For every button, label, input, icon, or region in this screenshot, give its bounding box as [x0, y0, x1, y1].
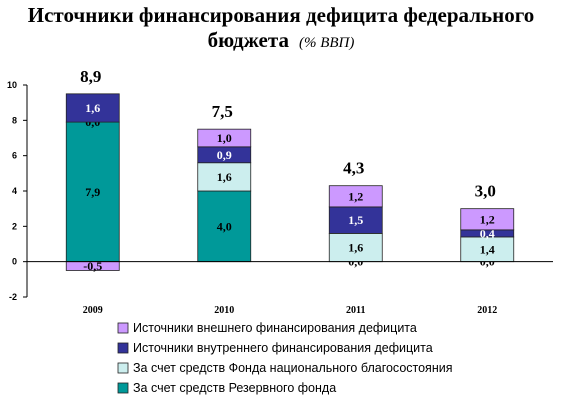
y-tick-label: 2 [12, 221, 17, 231]
y-tick-label: 0 [12, 257, 17, 267]
data-label: -0,5 [83, 259, 102, 273]
data-label: 0,9 [217, 148, 232, 162]
data-label: 1,5 [348, 213, 363, 227]
x-tick-label: 2009 [83, 305, 103, 316]
chart-title-line-1: Источники финансирования дефицита федера… [28, 3, 534, 27]
total-label: 7,5 [212, 102, 233, 121]
chart-title-line-2-group: бюджета (% ВВП) [208, 28, 355, 52]
bar-segment [197, 190, 252, 263]
total-label: 3,0 [475, 182, 496, 201]
data-label: 7,9 [85, 185, 100, 199]
legend-label: За счет средств Фонда национального благ… [133, 361, 452, 375]
y-tick-label: 8 [12, 115, 17, 125]
legend-swatch [117, 322, 129, 334]
data-label: 1,6 [348, 241, 363, 255]
data-label: 1,2 [480, 212, 495, 226]
chart-title-line-2: бюджета [208, 28, 290, 52]
x-tick-label: 2010 [214, 305, 234, 316]
total-label: 8,9 [80, 67, 101, 86]
bar-segment [460, 236, 515, 263]
legend-swatch [117, 362, 129, 374]
data-label: 1,6 [85, 101, 100, 115]
x-tick-label: 2011 [346, 305, 365, 316]
legend-label: Источники внешнего финансирования дефици… [133, 321, 417, 335]
data-label: 1,0 [217, 131, 232, 145]
x-tick-label: 2012 [477, 305, 497, 316]
bar-segment [197, 128, 252, 148]
data-label: 4,0 [217, 219, 232, 233]
bar-segment [328, 185, 383, 208]
legend-swatch [117, 342, 129, 354]
bar-segment [65, 121, 120, 263]
bar-segment [65, 93, 120, 123]
legend: Источники внешнего финансирования дефици… [117, 321, 452, 395]
y-tick-label: 10 [7, 80, 17, 90]
total-label: 4,3 [343, 159, 364, 178]
bar-segment [197, 162, 252, 192]
chart-unit: (% ВВП) [299, 35, 354, 51]
legend-label: Источники внутреннего финансирования деф… [133, 341, 433, 355]
bar-segment [460, 208, 515, 231]
plot-area: -202468107,90,01,6-0,58,920094,01,60,91,… [7, 67, 553, 316]
data-label: 1,2 [348, 189, 363, 203]
y-tick-label: 4 [12, 186, 17, 196]
bar-segment [328, 232, 383, 263]
data-label: 1,6 [217, 170, 232, 184]
y-tick-label: -2 [9, 292, 17, 302]
data-label: 1,4 [480, 242, 495, 256]
y-tick-label: 6 [12, 151, 17, 161]
legend-swatch [117, 382, 129, 394]
legend-label: За счет средств Резервного фонда [133, 381, 336, 395]
bar-segment [328, 206, 383, 234]
